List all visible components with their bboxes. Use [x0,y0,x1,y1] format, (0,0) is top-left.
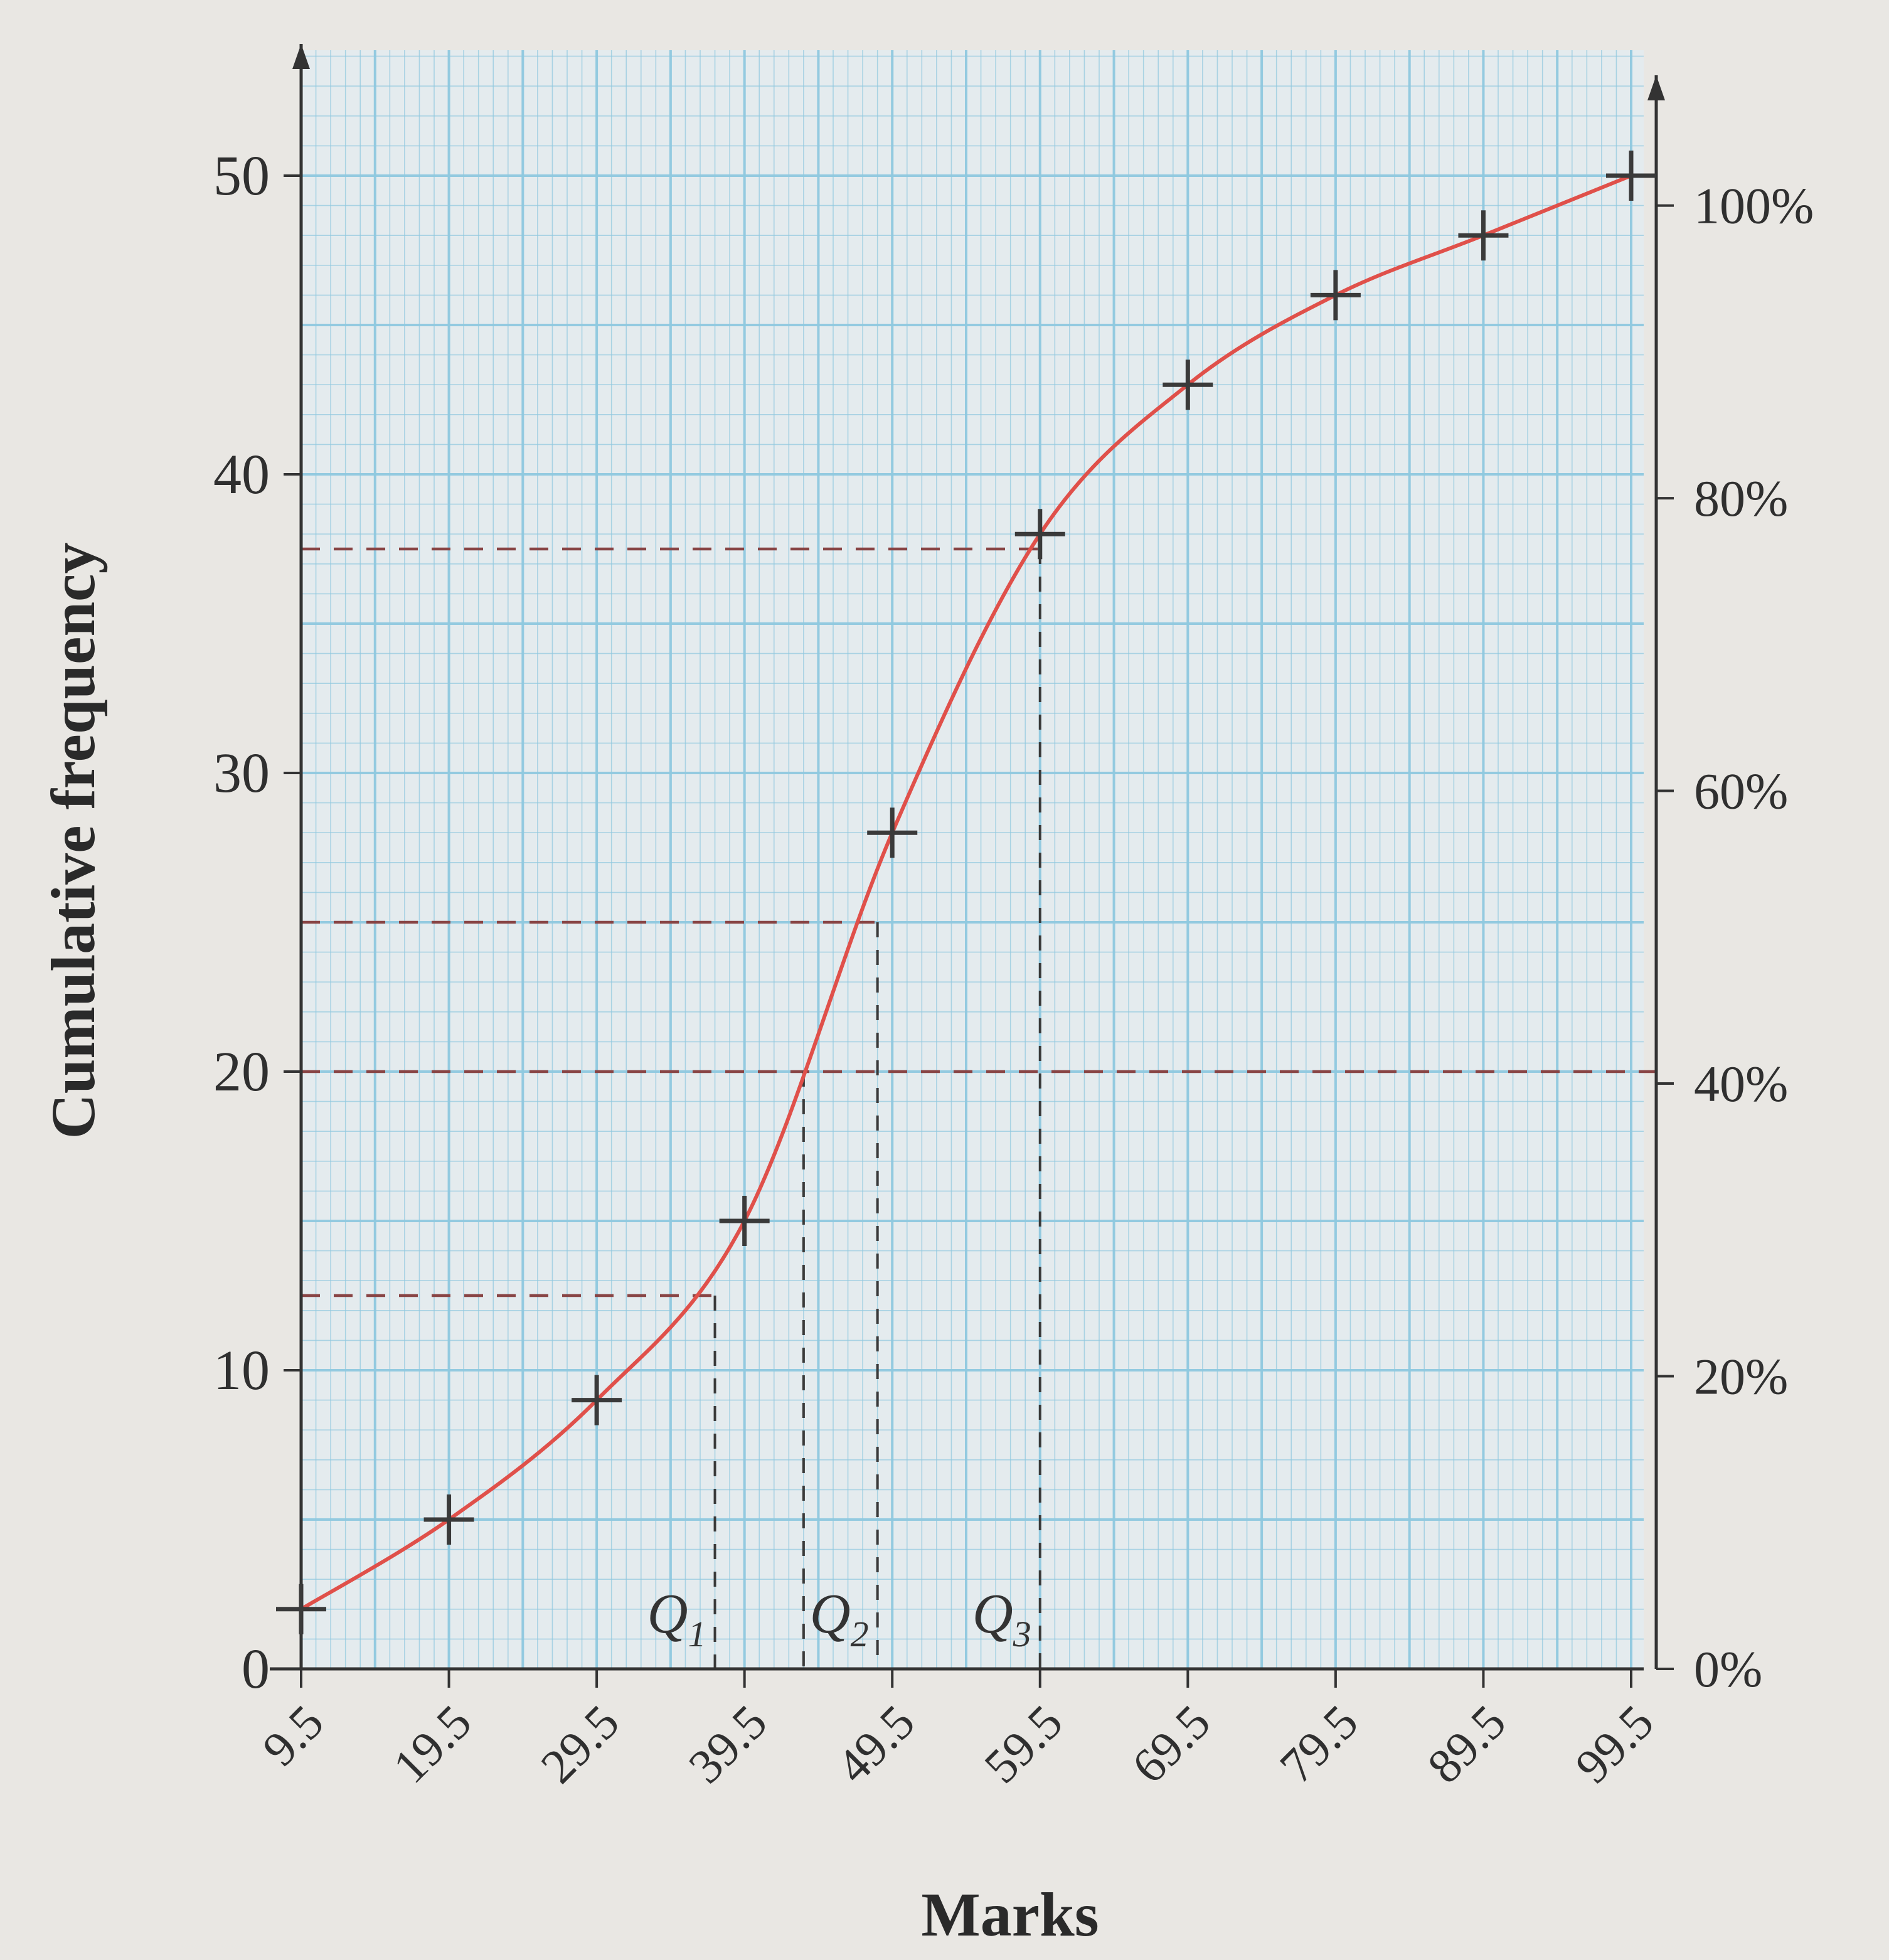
y-tick-label: 0 [242,1638,270,1700]
data-point [719,1196,770,1246]
right-tick-label: 20% [1694,1348,1788,1405]
data-point [276,1584,326,1634]
right-tick-label: 40% [1694,1055,1788,1112]
curve-layer [300,174,1632,1611]
data-point [423,1494,474,1545]
markers [276,151,1656,1634]
grid [300,50,1644,1670]
y-tick-label: 30 [213,742,270,804]
data-point [1163,360,1213,410]
ogive-curve [300,174,1632,1611]
grid-background [301,50,1644,1669]
y-tick-label: 50 [213,145,270,207]
right-tick-label: 60% [1694,763,1788,820]
y-tick-label: 20 [213,1041,270,1103]
right-tick-label: 80% [1694,470,1788,527]
y-axis-arrow-icon [292,44,310,69]
quartile-subscript: 1 [688,1614,706,1654]
quartile-subscript: 2 [851,1614,869,1654]
reference-lines: Q1 Q2 Q3 [301,547,1656,1669]
data-point [867,807,918,858]
data-point [572,1375,622,1425]
quartile-subscript: 3 [1013,1614,1031,1654]
labels: Marks Cumulative frequency [38,543,1099,1949]
right-axis-arrow-icon [1647,75,1665,100]
y-axis-title: Cumulative frequency [38,543,108,1139]
data-point [1458,210,1509,261]
y-tick-label: 40 [213,444,270,506]
right-tick-label: 0% [1694,1641,1762,1698]
right-tick-label: 100% [1694,178,1814,235]
x-axis-title: Marks [921,1880,1099,1949]
data-point [1310,270,1361,321]
data-point [1014,509,1065,560]
data-point [1606,151,1656,201]
y-tick-label: 10 [213,1340,270,1402]
